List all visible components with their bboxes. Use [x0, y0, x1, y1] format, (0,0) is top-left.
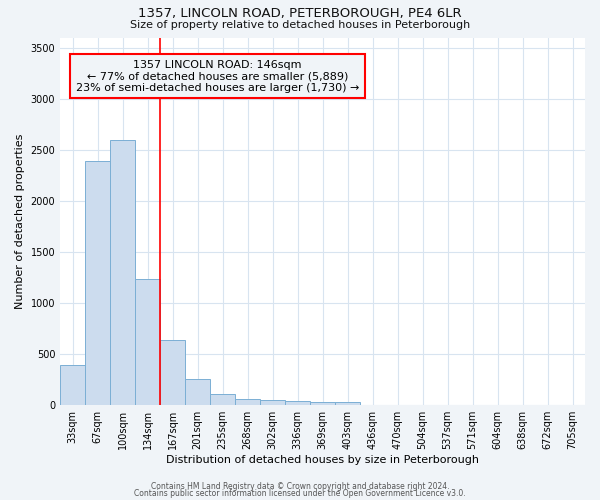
Bar [210, 394, 235, 405]
Bar [160, 340, 185, 405]
Bar [85, 161, 110, 405]
Bar [235, 399, 260, 405]
Text: Size of property relative to detached houses in Peterborough: Size of property relative to detached ho… [130, 20, 470, 30]
Text: Contains HM Land Registry data © Crown copyright and database right 2024.: Contains HM Land Registry data © Crown c… [151, 482, 449, 491]
Bar [260, 400, 285, 405]
Bar [185, 379, 210, 405]
Text: 1357, LINCOLN ROAD, PETERBOROUGH, PE4 6LR: 1357, LINCOLN ROAD, PETERBOROUGH, PE4 6L… [138, 8, 462, 20]
Bar [135, 278, 160, 405]
X-axis label: Distribution of detached houses by size in Peterborough: Distribution of detached houses by size … [166, 455, 479, 465]
Bar [60, 366, 85, 405]
Bar [310, 402, 335, 405]
Bar [285, 400, 310, 405]
Y-axis label: Number of detached properties: Number of detached properties [15, 134, 25, 309]
Text: Contains public sector information licensed under the Open Government Licence v3: Contains public sector information licen… [134, 488, 466, 498]
Bar [335, 402, 360, 405]
Text: 1357 LINCOLN ROAD: 146sqm
← 77% of detached houses are smaller (5,889)
23% of se: 1357 LINCOLN ROAD: 146sqm ← 77% of detac… [76, 60, 359, 93]
Bar [110, 140, 135, 405]
